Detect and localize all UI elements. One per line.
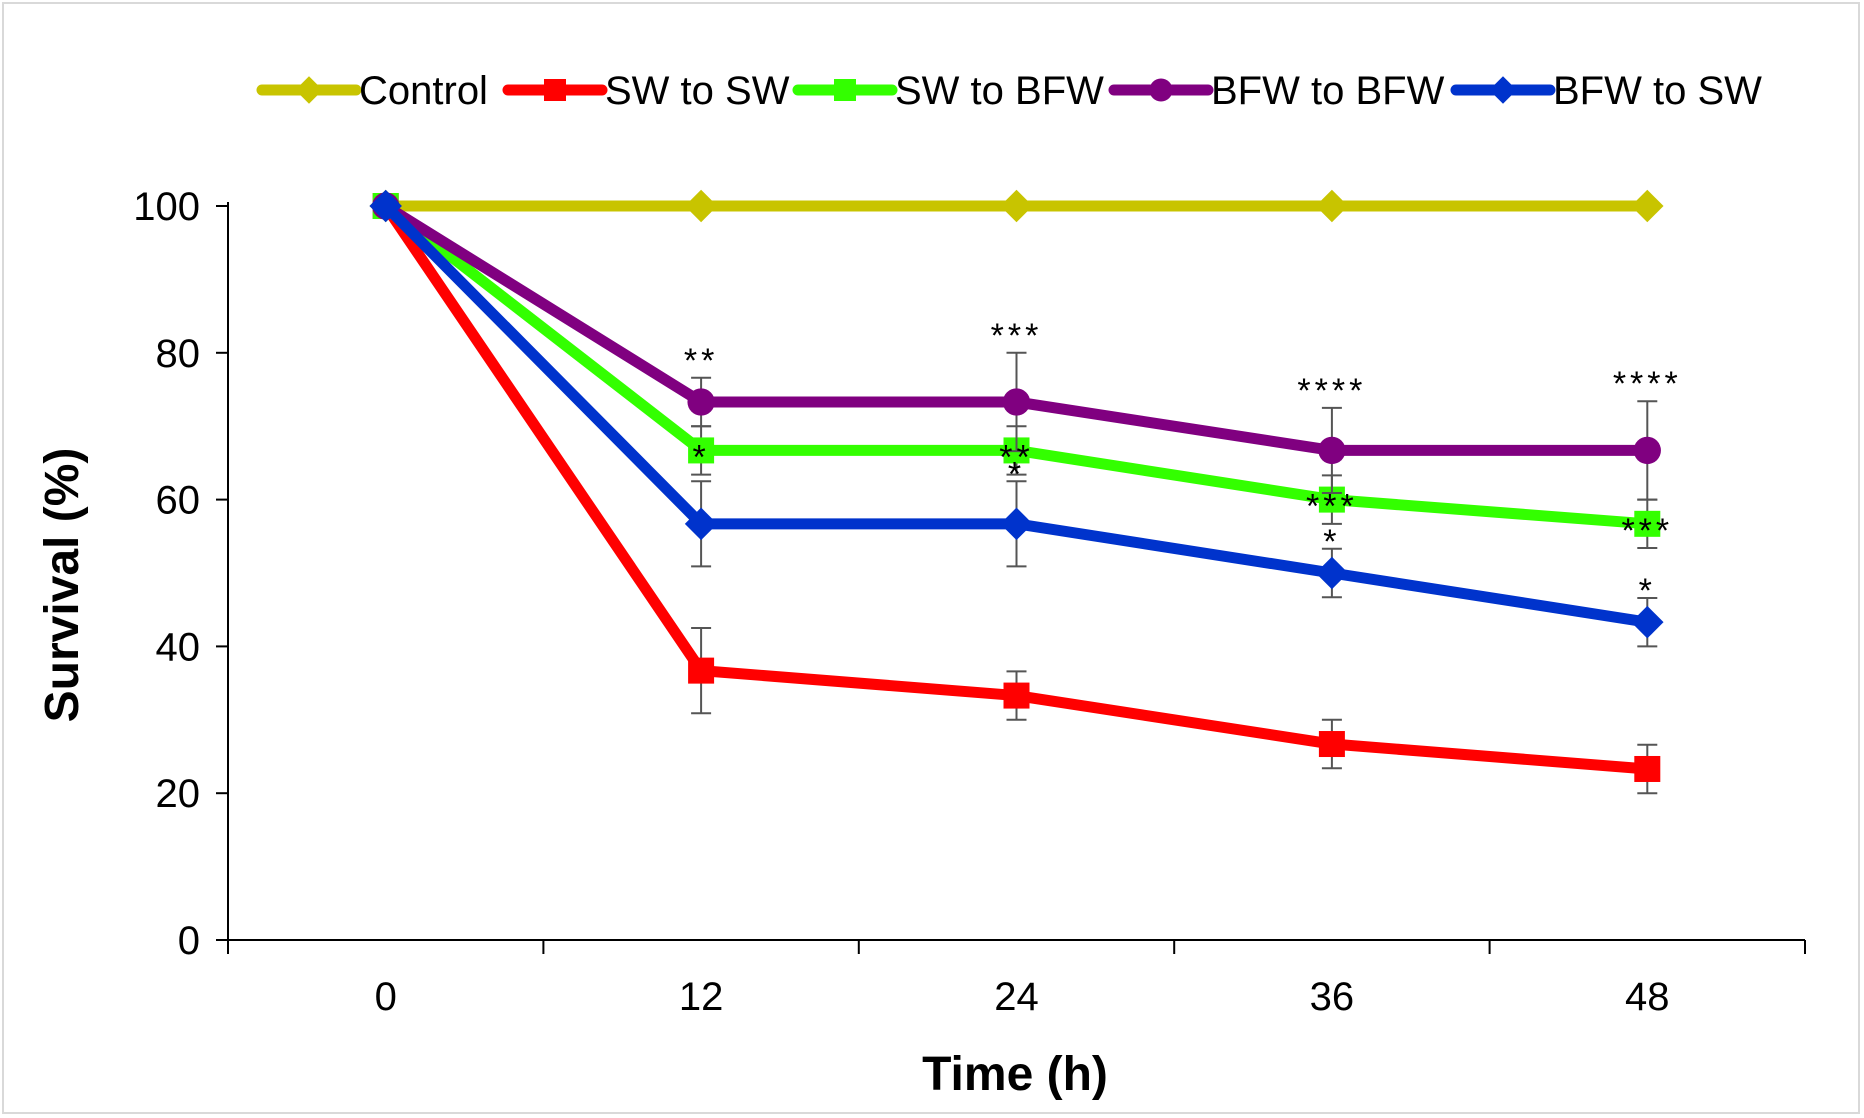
significance-label: *** [991, 317, 1043, 355]
data-point [369, 189, 402, 223]
x-tick-label: 12 [679, 975, 724, 1019]
data-point [1318, 436, 1346, 465]
data-point [1634, 510, 1661, 537]
legend-item-bfw-to-bfw: BFW to BFW [1108, 69, 1445, 113]
y-tick-label: 40 [156, 625, 201, 669]
y-axis-title: Survival (%) [36, 448, 89, 723]
series-bfw-to-sw [369, 189, 1664, 648]
x-tick-label: 36 [1310, 975, 1355, 1019]
data-point [1631, 605, 1664, 639]
legend-item-bfw-to-sw: BFW to SW [1450, 69, 1762, 113]
significance-label: * [1323, 523, 1340, 561]
x-tick-label: 24 [994, 975, 1039, 1019]
data-point [1318, 731, 1345, 758]
x-tick-label: 0 [375, 975, 397, 1019]
legend-label: SW to SW [605, 69, 790, 113]
significance-label: ** [684, 342, 718, 380]
data-point [688, 657, 715, 684]
y-tick-label: 80 [156, 332, 201, 376]
data-point [1003, 682, 1030, 709]
legend-label: BFW to BFW [1211, 69, 1445, 113]
legend-item-sw-to-sw: SW to SW [502, 69, 790, 113]
significance-label: * [1008, 455, 1025, 493]
data-point [688, 437, 715, 464]
data-point [1634, 755, 1661, 782]
legend-swatch-marker [1489, 76, 1517, 104]
data-point [1315, 556, 1349, 590]
legend-swatch-marker [295, 76, 323, 104]
data-point [1631, 189, 1664, 223]
x-tick-label: 48 [1625, 975, 1670, 1019]
legend-label: SW to BFW [895, 69, 1104, 113]
legend: Control SW to SW SW to BFW BFW to BFW BFW to… [256, 69, 1762, 113]
series-control [369, 189, 1664, 223]
data-point [1000, 189, 1033, 223]
data-point [1000, 507, 1033, 541]
y-tick-label: 60 [156, 479, 201, 523]
significance-label: *** [1306, 488, 1358, 526]
data-point [684, 189, 718, 223]
legend-swatch-marker [544, 79, 566, 101]
legend-swatch-marker [834, 79, 856, 101]
significance-label: * [1639, 572, 1656, 610]
legend-item-control: Control [256, 69, 488, 113]
significance-label: *** [1621, 512, 1673, 550]
significance-label: ** [999, 438, 1033, 476]
legend-swatch-marker [1149, 78, 1173, 102]
legend-label: BFW to SW [1553, 69, 1762, 113]
axes: 0 20 40 60 80 100 0 12 24 36 48 [133, 185, 1806, 1019]
y-tick-label: 20 [156, 772, 201, 816]
legend-item-sw-to-bfw: SW to BFW [792, 69, 1104, 113]
y-tick-label: 100 [133, 185, 200, 229]
data-point [684, 507, 718, 541]
data-point [687, 388, 715, 416]
significance-label: **** [1613, 365, 1682, 403]
data-point [1002, 388, 1031, 416]
series-group: * ***************** ******* [369, 189, 1682, 795]
significance-label: * [692, 438, 709, 476]
x-axis-title: Time (h) [922, 1048, 1108, 1101]
data-point [1315, 189, 1349, 223]
data-point [1633, 436, 1661, 465]
legend-label: Control [359, 69, 488, 113]
significance-label: **** [1297, 372, 1366, 410]
y-tick-label: 0 [178, 919, 200, 963]
